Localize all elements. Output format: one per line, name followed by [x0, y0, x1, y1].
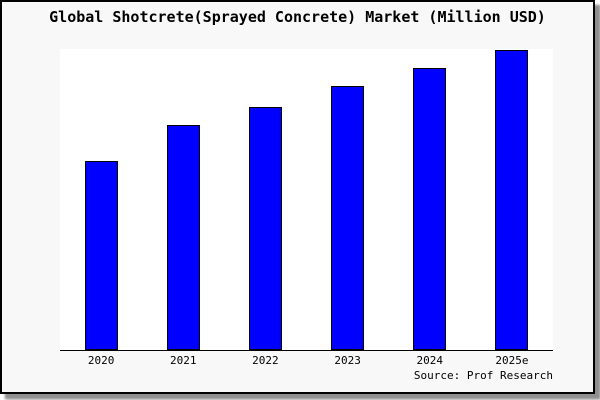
source-credit: Source: Prof Research — [413, 369, 553, 382]
plot-area — [60, 49, 553, 351]
x-tick-label-2022: 2022 — [252, 354, 279, 367]
bar-2025e — [495, 49, 529, 350]
bar-2022 — [248, 106, 282, 350]
bar-2020 — [84, 160, 118, 350]
chart-card: Global Shotcrete(Sprayed Concrete) Marke… — [0, 0, 595, 394]
x-tick-label-2020: 2020 — [87, 354, 115, 367]
x-tick-label-2021: 2021 — [169, 354, 197, 367]
chart-title: Global Shotcrete(Sprayed Concrete) Marke… — [49, 8, 546, 26]
x-tick-label-2025e: 2025e — [495, 354, 529, 367]
bar-2024 — [413, 67, 447, 350]
x-tick-label-2023: 2023 — [334, 354, 361, 367]
x-tick-label-2024: 2024 — [416, 354, 443, 367]
x-axis-tick-labels: 2020 2021 2022 2023 2024 2025e — [60, 354, 553, 368]
bar-2021 — [166, 124, 200, 350]
bar-2023 — [331, 85, 365, 350]
